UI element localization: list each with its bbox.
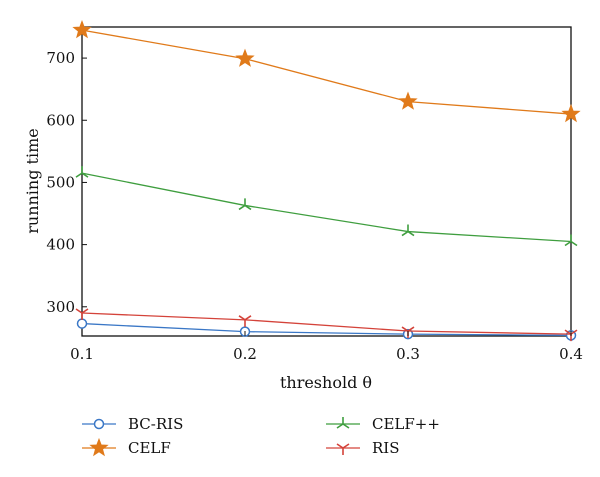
legend-item-ris: RIS — [326, 439, 400, 457]
series-line-celfplusplus — [81, 172, 572, 243]
legend-label: RIS — [372, 439, 400, 457]
data-point-celfplusplus — [401, 224, 415, 237]
y-tick-label: 700 — [46, 49, 75, 67]
legend-marker-celf — [89, 437, 109, 457]
data-point-celfplusplus — [238, 198, 252, 211]
x-tick-label: 0.2 — [233, 345, 257, 363]
data-point-celf — [72, 19, 92, 39]
legend: BC-RIS CELF CELF++ RIS — [82, 415, 440, 457]
data-point-ris — [75, 308, 89, 320]
y-tick-label: 400 — [46, 236, 75, 254]
series-line-celf — [81, 29, 572, 115]
data-point-celf — [398, 91, 418, 110]
y-axis-label: running time — [23, 128, 42, 234]
series-celfplusplus — [75, 166, 578, 247]
legend-item-celfplusplus: CELF++ — [326, 415, 440, 433]
y-tick-label: 500 — [46, 173, 75, 191]
series-layer — [72, 19, 581, 342]
tick-layer: 0.1 0.2 0.3 0.4 300 400 500 600 700 — [46, 49, 583, 363]
data-point-celf — [235, 48, 255, 67]
legend-label: CELF — [128, 439, 171, 457]
x-tick-label: 0.1 — [70, 345, 94, 363]
x-axis-label: threshold θ — [280, 373, 372, 392]
x-tick-label: 0.4 — [559, 345, 583, 363]
data-point-ris — [238, 315, 252, 327]
data-point-celfplusplus — [564, 234, 578, 247]
legend-label: BC-RIS — [128, 415, 183, 433]
series-celf — [72, 19, 581, 123]
data-point-celfplusplus — [75, 166, 89, 178]
legend-marker-ris — [336, 443, 350, 455]
plot-frame — [81, 26, 572, 337]
legend-label: CELF++ — [372, 415, 440, 433]
x-tick-label: 0.3 — [396, 345, 420, 363]
data-point-celf — [561, 103, 581, 123]
series-line-bc-ris — [81, 322, 572, 337]
series-bc-ris — [76, 318, 577, 341]
legend-item-bc-ris: BC-RIS — [82, 415, 183, 433]
legend-marker-celfplusplus — [336, 417, 350, 429]
series-line-ris — [81, 312, 572, 335]
legend-marker-bc-ris — [93, 418, 105, 430]
legend-item-celf: CELF — [82, 437, 171, 457]
y-tick-label: 600 — [46, 111, 75, 129]
y-tick-label: 300 — [46, 298, 75, 316]
data-point-bc-ris — [76, 318, 88, 329]
